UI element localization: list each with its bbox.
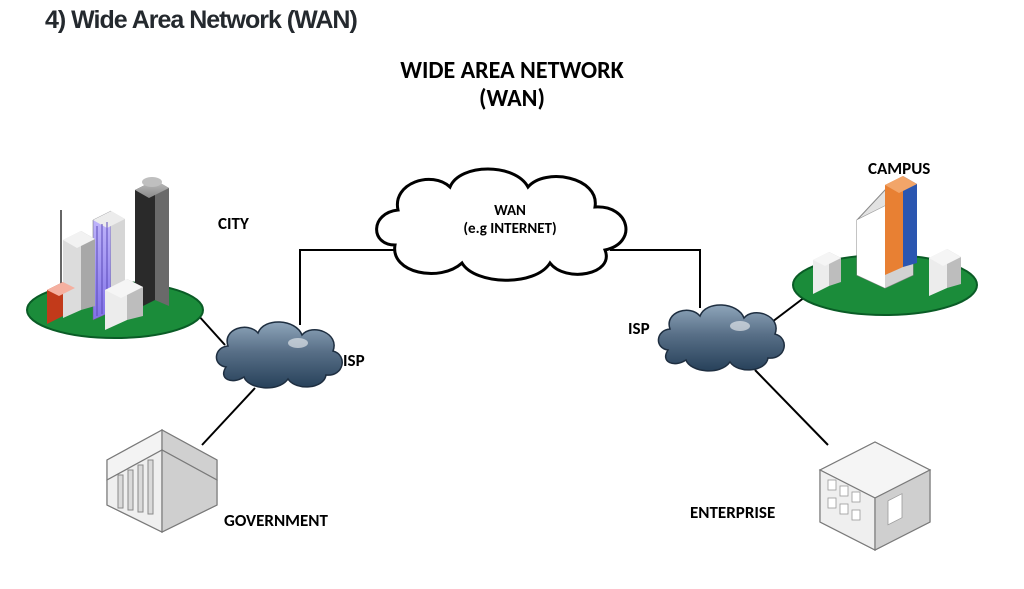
city-label: CITY bbox=[218, 213, 249, 234]
section-heading: 4) Wide Area Network (WAN) bbox=[45, 6, 357, 35]
wan-cloud-label-line1: WAN bbox=[430, 202, 590, 220]
edge-wan-to-isp-left bbox=[300, 250, 412, 325]
enterprise-icon bbox=[820, 442, 930, 550]
city-icon bbox=[27, 177, 203, 338]
wan-cloud-label-line2: (e.g INTERNET) bbox=[430, 220, 590, 238]
campus-icon bbox=[793, 176, 977, 315]
isp-left-cloud-icon bbox=[216, 322, 342, 388]
edge-wan-to-isp-right bbox=[610, 250, 700, 308]
wan-diagram: WIDE AREA NETWORK (WAN) bbox=[0, 50, 1024, 570]
edge-ispR-to-enterprise bbox=[755, 370, 828, 445]
government-label: GOVERNMENT bbox=[224, 510, 328, 531]
edge-ispL-to-gov bbox=[202, 388, 255, 445]
isp-right-label: ISP bbox=[628, 318, 650, 339]
campus-label: CAMPUS bbox=[868, 158, 930, 179]
isp-left-label: ISP bbox=[343, 350, 365, 371]
isp-right-cloud-icon bbox=[658, 305, 784, 371]
government-icon bbox=[107, 430, 217, 532]
enterprise-label: ENTERPRISE bbox=[690, 502, 775, 523]
